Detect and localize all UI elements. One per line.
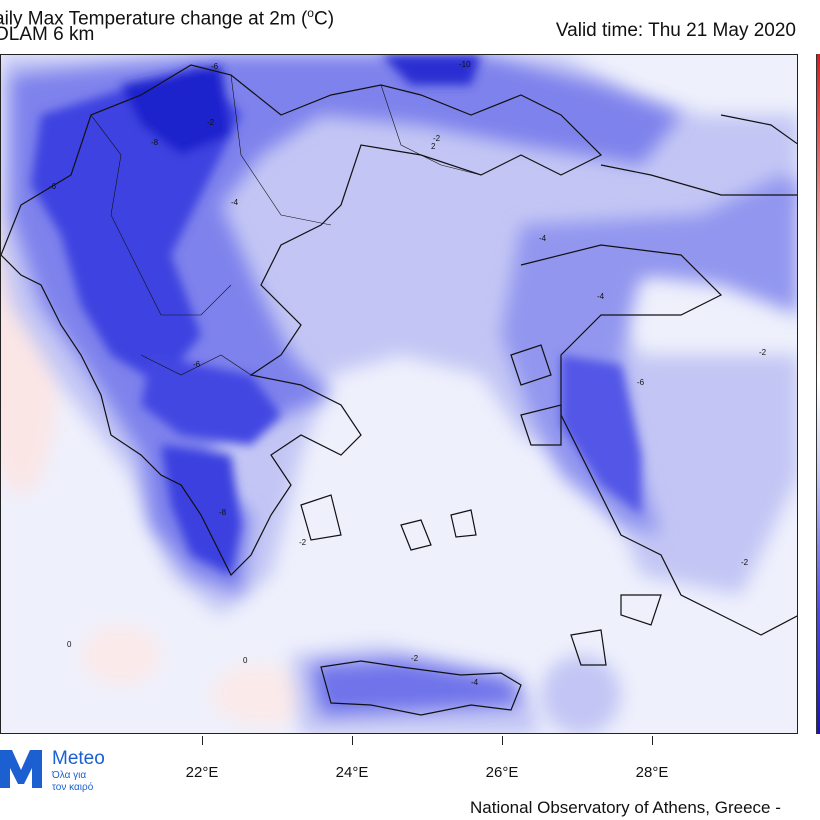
contour-label: -10: [459, 60, 471, 69]
map-canvas: -2 -4 -6 -6 -10 -8 0 0 -2 -2 -4 -6 -4 -2…: [1, 55, 797, 733]
contour-label: 0: [243, 656, 248, 665]
contour-label: -2: [411, 654, 419, 663]
logo-tagline: τον καιρό: [52, 782, 94, 793]
lon-tick-label: 26°E: [485, 764, 519, 781]
contour-label: -2: [759, 348, 767, 357]
lon-tick: [502, 736, 503, 745]
lon-tick-label: 24°E: [335, 764, 369, 781]
map-title: aily Max Temperature change at 2m (oC): [0, 2, 334, 30]
contour-label: -4: [539, 234, 547, 243]
contour-label: -4: [231, 198, 239, 207]
contour-label: -4: [471, 678, 479, 687]
valid-time: Valid time: Thu 21 May 2020: [555, 20, 796, 41]
map-title-text: aily Max Temperature change at 2m (: [0, 8, 308, 30]
contour-label: -6: [211, 62, 219, 71]
credit-text: National Observatory of Athens, Greece -: [470, 798, 781, 817]
contour-label: 2: [431, 142, 436, 151]
contour-label: -2: [433, 134, 441, 143]
lon-tick: [652, 736, 653, 745]
contour-label: -8: [151, 138, 159, 147]
model-name: OLAM 6 km: [0, 24, 95, 45]
meteo-logo-icon: [0, 750, 42, 788]
coastlines: [1, 64, 797, 716]
contour-label: -2: [299, 538, 307, 547]
lon-tick-label: 28°E: [635, 764, 669, 781]
contour-label: -4: [597, 292, 605, 301]
contour-label: -6: [193, 360, 201, 369]
contour-labels: -2 -4 -6 -6 -10 -8 0 0 -2 -2 -4 -6 -4 -2…: [49, 60, 767, 687]
borders: [90, 74, 482, 376]
lon-tick: [202, 736, 203, 745]
contour-label: -2: [207, 118, 215, 127]
logo-name: Meteo: [52, 748, 105, 769]
lon-tick: [352, 736, 353, 745]
contour-label: -6: [49, 182, 57, 191]
degree-superscript: o: [307, 6, 314, 20]
contour-label: -2: [741, 558, 749, 567]
contour-label: -8: [219, 508, 227, 517]
lon-tick-label: 22°E: [185, 764, 219, 781]
contour-label: 0: [67, 640, 72, 649]
logo-tagline: Όλα για: [52, 770, 87, 781]
colorbar: [816, 54, 820, 734]
cooling-strong: [31, 55, 641, 575]
map-title-unit: C): [313, 8, 335, 30]
meteo-logo[interactable]: Meteo Όλα για τον καιρό: [0, 748, 130, 798]
contour-label: -6: [637, 378, 645, 387]
temperature-map[interactable]: -2 -4 -6 -6 -10 -8 0 0 -2 -2 -4 -6 -4 -2…: [0, 54, 798, 734]
